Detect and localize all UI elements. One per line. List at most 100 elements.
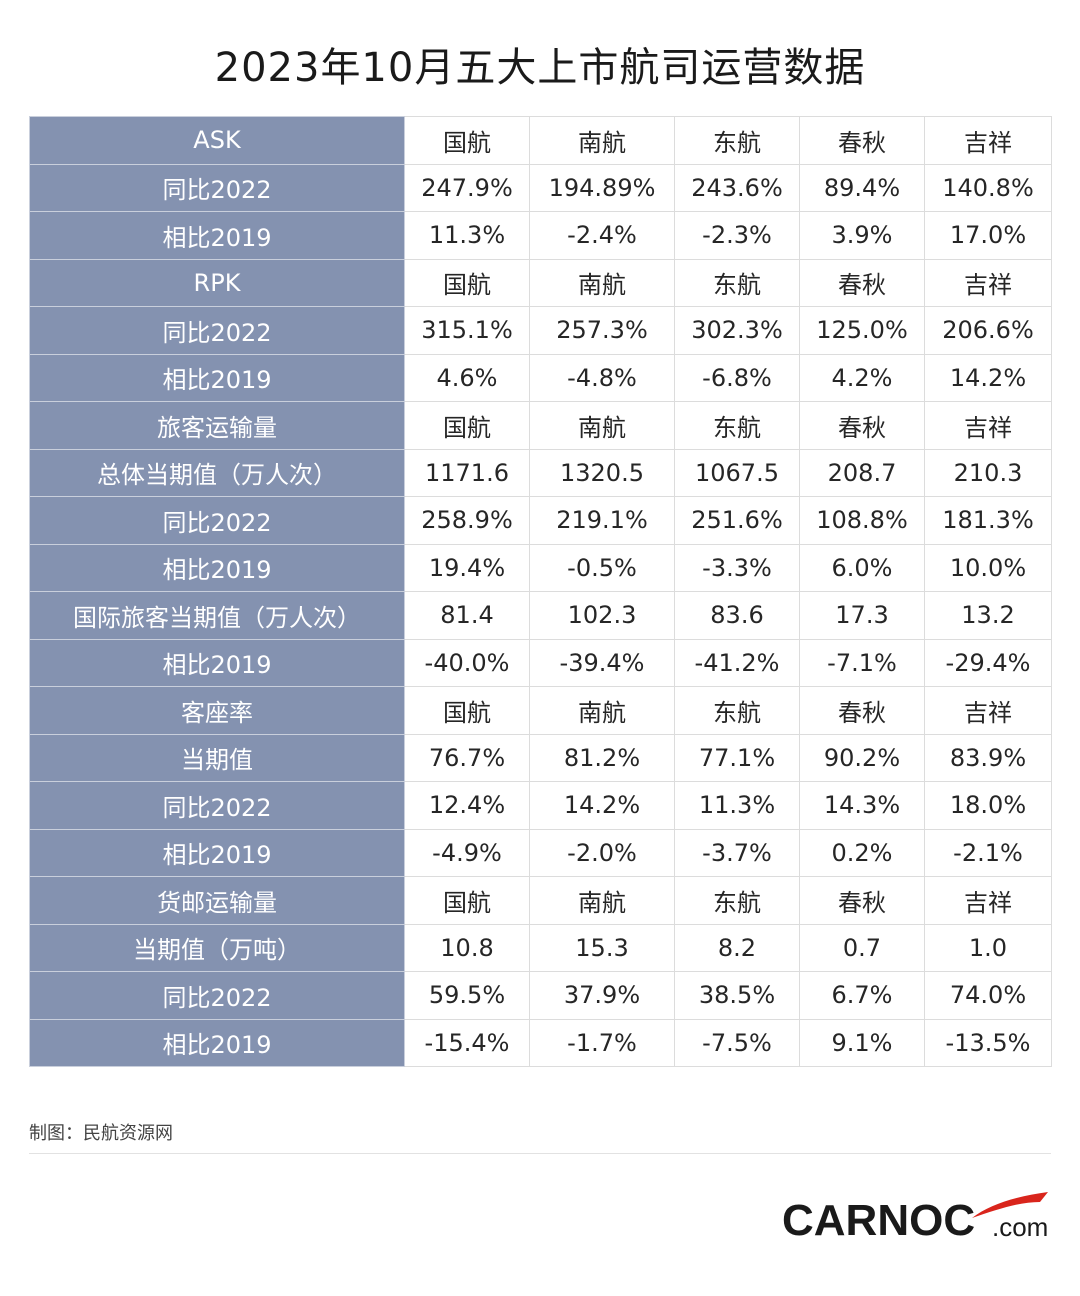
table-cell: 6.7%: [799, 971, 925, 1020]
table-row: 相比2019 -15.4% -1.7% -7.5% 9.1% -13.5%: [29, 1018, 1052, 1067]
table-cell: 国航: [404, 258, 530, 307]
table-cell: 81.2%: [529, 733, 675, 782]
table-cell: 181.3%: [924, 496, 1052, 545]
row-label: 相比2019: [29, 543, 405, 592]
table-cell: -4.8%: [529, 353, 675, 402]
table-cell: 38.5%: [674, 971, 800, 1020]
table-cell: -15.4%: [404, 1018, 530, 1067]
table-cell: -40.0%: [404, 638, 530, 687]
table-cell: 春秋: [799, 401, 925, 450]
table-row: 同比2022 12.4% 14.2% 11.3% 14.3% 18.0%: [29, 781, 1052, 830]
table-body: ASK 国航 南航 东航 春秋 吉祥 同比2022 247.9% 194.89% 243.6% 89…: [29, 116, 1052, 1067]
table-cell: 春秋: [799, 116, 925, 165]
table-cell: 春秋: [799, 686, 925, 735]
table-cell: 102.3: [529, 591, 675, 640]
table-cell: 国航: [404, 116, 530, 165]
table-cell: 南航: [529, 258, 675, 307]
row-label: 同比2022: [29, 163, 405, 212]
table-row: 相比2019 -4.9% -2.0% -3.7% 0.2% -2.1%: [29, 828, 1052, 877]
table-cell: -7.5%: [674, 1018, 800, 1067]
table-cell: 4.6%: [404, 353, 530, 402]
table-row: 货邮运输量 国航 南航 东航 春秋 吉祥: [29, 876, 1052, 925]
table-cell: 302.3%: [674, 306, 800, 355]
table-cell: 219.1%: [529, 496, 675, 545]
row-label: 同比2022: [29, 306, 405, 355]
table-cell: 吉祥: [924, 686, 1052, 735]
table-cell: -7.1%: [799, 638, 925, 687]
table-row: 相比2019 4.6% -4.8% -6.8% 4.2% 14.2%: [29, 353, 1052, 402]
table-cell: 南航: [529, 686, 675, 735]
table-row: 相比2019 -40.0% -39.4% -41.2% -7.1% -29.4%: [29, 638, 1052, 687]
carnoc-logo: CARNOC .com: [782, 1188, 1052, 1248]
table-cell: 76.7%: [404, 733, 530, 782]
table-cell: 90.2%: [799, 733, 925, 782]
row-label: 同比2022: [29, 971, 405, 1020]
logo-domain-suffix: .com: [992, 1212, 1049, 1242]
table-cell: 125.0%: [799, 306, 925, 355]
table-cell: 18.0%: [924, 781, 1052, 830]
table-row: 总体当期值（万人次） 1171.6 1320.5 1067.5 208.7 210.3: [29, 448, 1052, 497]
table-cell: -0.5%: [529, 543, 675, 592]
operations-data-table: ASK 国航 南航 东航 春秋 吉祥 同比2022 247.9% 194.89% 243.6% 89…: [29, 116, 1052, 1067]
table-cell: -1.7%: [529, 1018, 675, 1067]
table-cell: 243.6%: [674, 163, 800, 212]
table-cell: 3.9%: [799, 211, 925, 260]
table-cell: 19.4%: [404, 543, 530, 592]
table-cell: 1320.5: [529, 448, 675, 497]
table-cell: 8.2: [674, 923, 800, 972]
table-row: 当期值（万吨） 10.8 15.3 8.2 0.7 1.0: [29, 923, 1052, 972]
table-cell: 247.9%: [404, 163, 530, 212]
row-label: 当期值（万吨）: [29, 923, 405, 972]
row-label: 相比2019: [29, 353, 405, 402]
table-row: 国际旅客当期值（万人次） 81.4 102.3 83.6 17.3 13.2: [29, 591, 1052, 640]
table-cell: 吉祥: [924, 116, 1052, 165]
table-cell: 东航: [674, 116, 800, 165]
table-cell: 14.2%: [924, 353, 1052, 402]
table-row: 同比2022 258.9% 219.1% 251.6% 108.8% 181.3%: [29, 496, 1052, 545]
row-label: RPK: [29, 258, 405, 307]
table-cell: 83.6: [674, 591, 800, 640]
table-cell: 东航: [674, 258, 800, 307]
table-cell: 12.4%: [404, 781, 530, 830]
page-title: 2023年10月五大上市航司运营数据: [214, 45, 866, 91]
table-cell: 208.7: [799, 448, 925, 497]
table-cell: -6.8%: [674, 353, 800, 402]
table-row: 当期值 76.7% 81.2% 77.1% 90.2% 83.9%: [29, 733, 1052, 782]
table-cell: 11.3%: [404, 211, 530, 260]
table-cell: -41.2%: [674, 638, 800, 687]
table-cell: 257.3%: [529, 306, 675, 355]
table-cell: 1067.5: [674, 448, 800, 497]
table-cell: 37.9%: [529, 971, 675, 1020]
row-label: 同比2022: [29, 781, 405, 830]
table-cell: 9.1%: [799, 1018, 925, 1067]
table-cell: 81.4: [404, 591, 530, 640]
table-row: 相比2019 19.4% -0.5% -3.3% 6.0% 10.0%: [29, 543, 1052, 592]
table-cell: -2.0%: [529, 828, 675, 877]
table-cell: 315.1%: [404, 306, 530, 355]
table-row: 同比2022 247.9% 194.89% 243.6% 89.4% 140.8%: [29, 163, 1052, 212]
table-cell: 11.3%: [674, 781, 800, 830]
table-cell: 东航: [674, 876, 800, 925]
table-cell: 10.0%: [924, 543, 1052, 592]
table-row: 客座率 国航 南航 东航 春秋 吉祥: [29, 686, 1052, 735]
table-cell: 108.8%: [799, 496, 925, 545]
table-cell: 89.4%: [799, 163, 925, 212]
table-cell: 0.7: [799, 923, 925, 972]
row-label: 国际旅客当期值（万人次）: [29, 591, 405, 640]
table-cell: 206.6%: [924, 306, 1052, 355]
table-cell: 15.3: [529, 923, 675, 972]
table-row: 旅客运输量 国航 南航 东航 春秋 吉祥: [29, 401, 1052, 450]
table-cell: 1.0: [924, 923, 1052, 972]
table-cell: 南航: [529, 401, 675, 450]
table-cell: 春秋: [799, 258, 925, 307]
table-cell: 210.3: [924, 448, 1052, 497]
row-label: 相比2019: [29, 638, 405, 687]
table-row: 同比2022 59.5% 37.9% 38.5% 6.7% 74.0%: [29, 971, 1052, 1020]
table-cell: 251.6%: [674, 496, 800, 545]
row-label: 货邮运输量: [29, 876, 405, 925]
table-cell: 194.89%: [529, 163, 675, 212]
table-row: RPK 国航 南航 东航 春秋 吉祥: [29, 258, 1052, 307]
row-label: 相比2019: [29, 828, 405, 877]
table-cell: 4.2%: [799, 353, 925, 402]
footer-divider: [29, 1153, 1051, 1154]
